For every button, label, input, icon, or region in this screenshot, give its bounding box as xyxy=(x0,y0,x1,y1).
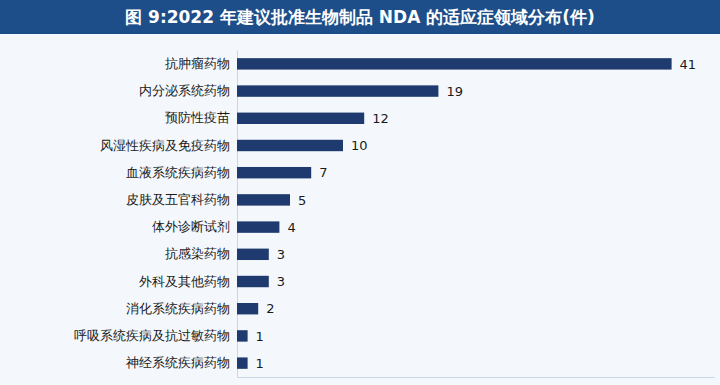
category-label: 皮肤及五官科药物 xyxy=(126,192,230,207)
y-axis: 抗肿瘤药物内分泌系统药物预防性疫苗风湿性疾病及免疫药物血液系统疾病药物皮肤及五官… xyxy=(74,51,238,378)
bar xyxy=(237,330,248,341)
category-label: 抗肿瘤药物 xyxy=(165,56,230,71)
data-label: 19 xyxy=(446,84,463,99)
data-label: 7 xyxy=(319,165,327,180)
y-tick: 抗感染药物 xyxy=(165,246,237,261)
y-tick: 呼吸系统疾病及抗过敏药物 xyxy=(74,328,237,343)
category-label: 神经系统疾病药物 xyxy=(126,355,230,370)
title: 图 9:2022 年建议批准生物制品 NDA 的适应症领域分布(件) xyxy=(125,7,595,27)
category-label: 内分泌系统药物 xyxy=(139,83,230,98)
category-label: 风湿性疾病及免疫药物 xyxy=(100,138,230,153)
bar xyxy=(237,194,290,205)
bar xyxy=(237,58,672,69)
category-label: 体外诊断试剂 xyxy=(152,219,230,234)
category-label: 抗感染药物 xyxy=(165,246,230,261)
y-tick: 神经系统疾病药物 xyxy=(126,355,237,370)
y-tick: 外科及其他药物 xyxy=(139,274,237,289)
bar xyxy=(237,140,343,151)
data-label: 12 xyxy=(372,111,389,126)
x-axis xyxy=(238,377,715,378)
category-label: 预防性疫苗 xyxy=(165,110,230,125)
bar xyxy=(237,113,364,124)
bar xyxy=(237,221,279,232)
data-label: 3 xyxy=(277,274,285,289)
y-tick: 消化系统疾病药物 xyxy=(126,301,237,316)
category-label: 消化系统疾病药物 xyxy=(126,301,230,316)
bar xyxy=(237,357,248,368)
bars xyxy=(237,58,672,369)
chart: 图 9:2022 年建议批准生物制品 NDA 的适应症领域分布(件) 抗肿瘤药物内… xyxy=(0,0,720,385)
data-label: 5 xyxy=(298,193,306,208)
category-label: 血液系统疾病药物 xyxy=(126,165,230,180)
y-tick: 体外诊断试剂 xyxy=(152,219,237,234)
data-label: 3 xyxy=(277,247,285,262)
data-labels: 4119121075433211 xyxy=(256,57,697,371)
y-axis-line xyxy=(237,51,238,378)
bar xyxy=(237,276,269,287)
bar xyxy=(237,303,258,314)
y-tick: 风湿性疾病及免疫药物 xyxy=(100,138,237,153)
bar xyxy=(237,249,269,260)
y-tick: 预防性疫苗 xyxy=(165,110,237,125)
category-label: 呼吸系统疾病及抗过敏药物 xyxy=(74,328,230,343)
bar xyxy=(237,85,438,96)
y-tick: 皮肤及五官科药物 xyxy=(126,192,237,207)
y-tick: 抗肿瘤药物 xyxy=(165,56,237,71)
plot: 抗肿瘤药物内分泌系统药物预防性疫苗风湿性疾病及免疫药物血液系统疾病药物皮肤及五官… xyxy=(74,51,715,378)
data-label: 4 xyxy=(287,220,295,235)
data-label: 41 xyxy=(680,57,697,72)
x-axis-line xyxy=(238,377,715,378)
y-tick: 内分泌系统药物 xyxy=(139,83,237,98)
data-label: 2 xyxy=(266,301,274,316)
data-label: 10 xyxy=(351,138,368,153)
background xyxy=(0,0,720,385)
category-label: 外科及其他药物 xyxy=(139,274,230,289)
data-label: 1 xyxy=(256,329,264,344)
y-tick: 血液系统疾病药物 xyxy=(126,165,237,180)
data-label: 1 xyxy=(256,356,264,371)
bar xyxy=(237,167,311,178)
title-bar xyxy=(0,0,720,34)
